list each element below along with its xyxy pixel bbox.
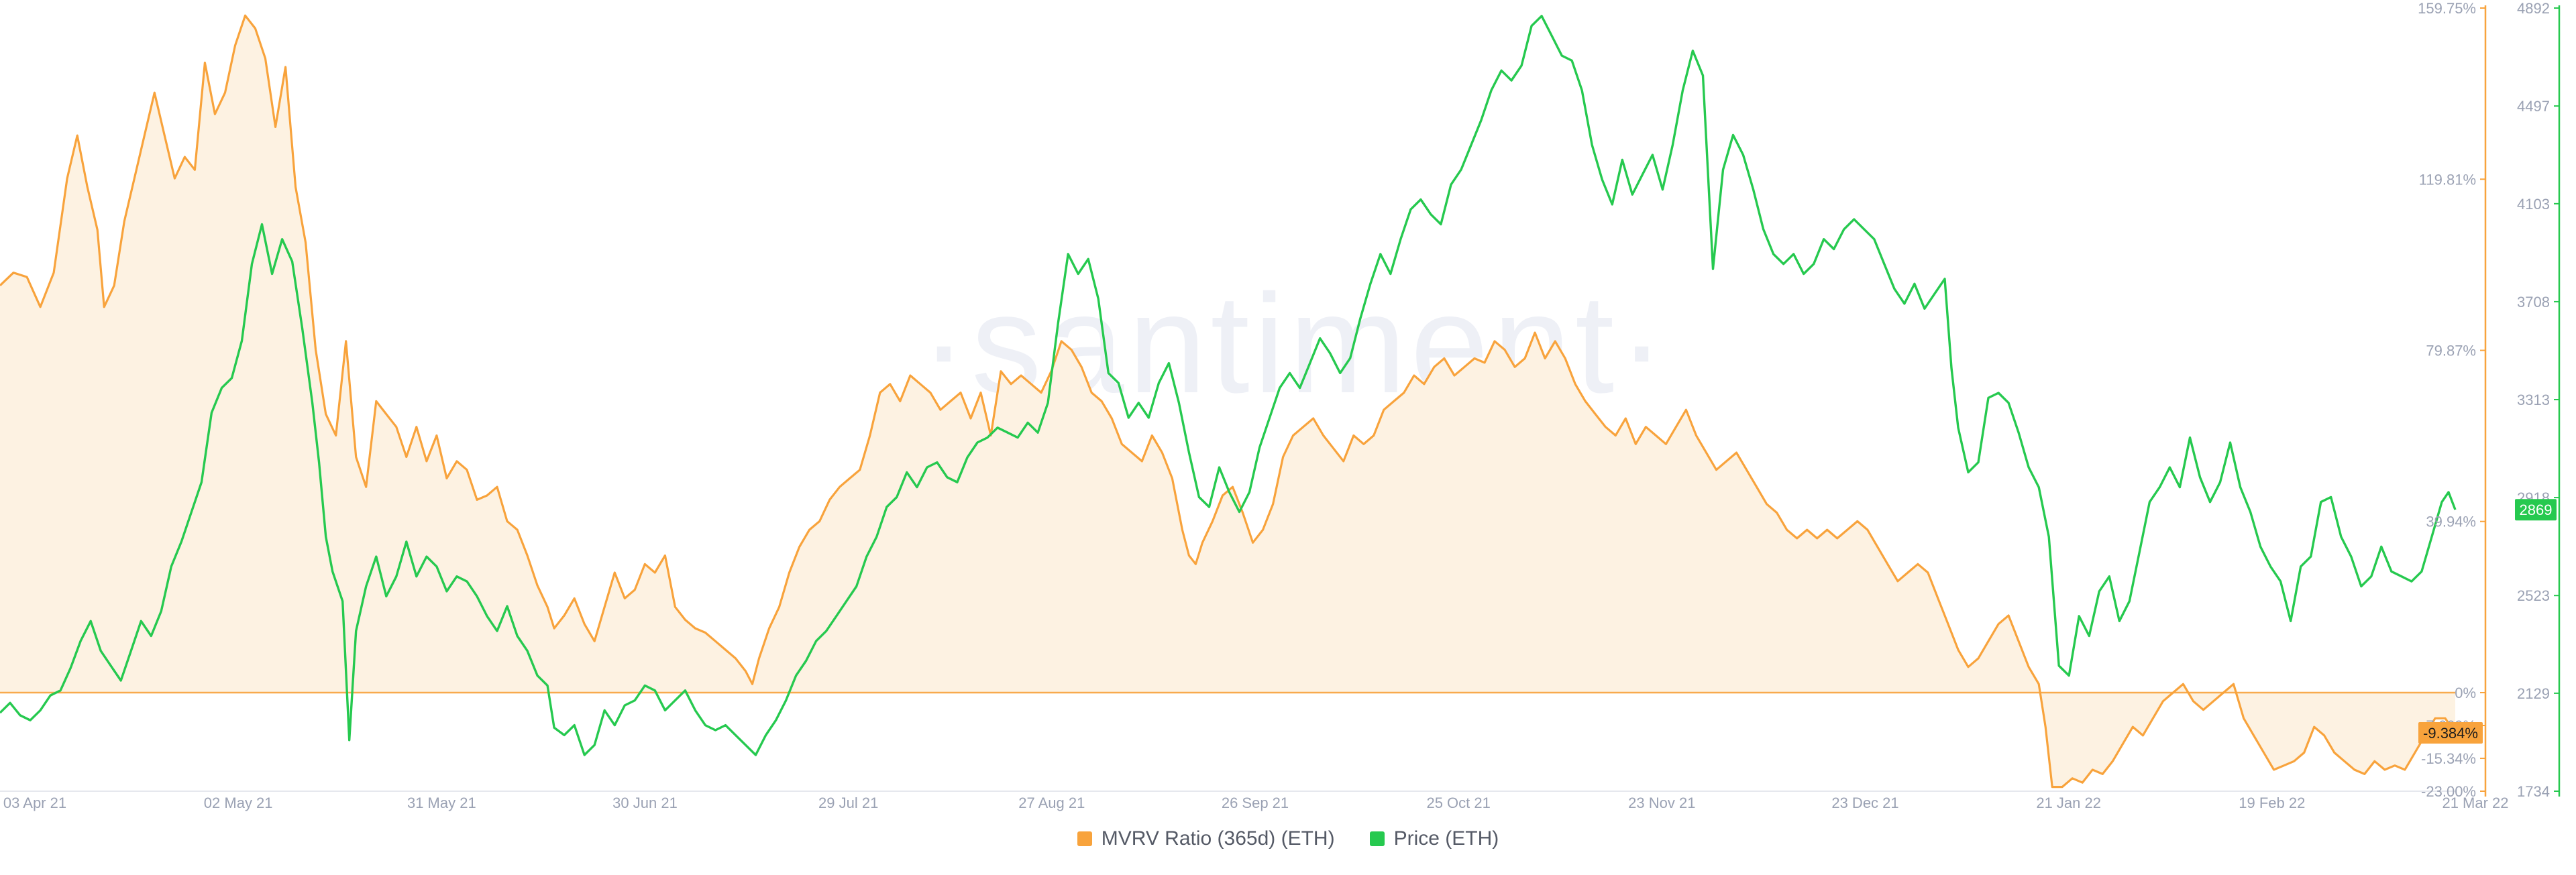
mvrv-line [0, 14, 2457, 789]
x-tick-label: 21 Jan 22 [2036, 795, 2101, 811]
price-tick-label: 4892 [2517, 0, 2550, 17]
mvrv-tick-label: 79.87% [2426, 343, 2476, 359]
legend-label-mvrv: MVRV Ratio (365d) (ETH) [1101, 827, 1335, 850]
legend-item-mvrv[interactable]: MVRV Ratio (365d) (ETH) [1077, 827, 1335, 850]
price-current-label: 2869 [2520, 502, 2553, 518]
mvrv-tick-label: 119.81% [2419, 171, 2476, 188]
axes: 159.75%119.81%79.87%39.94%0%-7.669%-15.3… [3, 0, 2561, 811]
mvrv-current-label: -9.384% [2423, 725, 2478, 742]
x-tick-label: 19 Feb 22 [2239, 795, 2305, 811]
price-tick-label: 2523 [2517, 587, 2550, 604]
price-tick-label: 2129 [2517, 685, 2550, 702]
price-tick-label: 3708 [2517, 294, 2550, 310]
mvrv-tick-label: 39.94% [2426, 514, 2476, 530]
price-tick-label: 4497 [2517, 98, 2550, 115]
legend-label-price: Price (ETH) [1393, 827, 1499, 850]
x-tick-label: 29 Jul 21 [818, 795, 878, 811]
x-tick-label: 25 Oct 21 [1426, 795, 1490, 811]
mvrv-tick-label: -23.00% [2421, 783, 2476, 800]
price-series [0, 15, 2457, 756]
x-tick-label: 03 Apr 21 [3, 795, 66, 811]
price-tick-label: 1734 [2517, 783, 2550, 800]
mvrv-tick-label: -15.34% [2421, 750, 2476, 767]
price-line [0, 15, 2457, 756]
legend-item-price[interactable]: Price (ETH) [1369, 827, 1499, 850]
mvrv-current-badge [2418, 721, 2483, 744]
price-current-badge [2515, 499, 2557, 521]
x-tick-label: 02 May 21 [204, 795, 273, 811]
price-swatch [1369, 831, 1385, 846]
mvrv-area [0, 15, 2455, 787]
x-tick-label: 23 Nov 21 [1628, 795, 1695, 811]
x-tick-label: 27 Aug 21 [1018, 795, 1085, 811]
mvrv-tick-label: 0% [2455, 685, 2476, 701]
x-tick-label: 23 Dec 21 [1831, 795, 1898, 811]
x-tick-label: 26 Sep 21 [1222, 795, 1289, 811]
price-tick-label: 4103 [2517, 196, 2550, 213]
x-tick-label: 30 Jun 21 [612, 795, 678, 811]
legend: MVRV Ratio (365d) (ETH) Price (ETH) [0, 827, 2576, 850]
mvrv-series [0, 14, 2457, 789]
x-tick-label: 31 May 21 [407, 795, 476, 811]
price-tick-label: 3313 [2517, 392, 2550, 408]
x-tick-label: 21 Mar 22 [2442, 795, 2508, 811]
mvrv-swatch [1077, 831, 1092, 846]
mvrv-tick-label: 159.75% [2418, 0, 2476, 17]
